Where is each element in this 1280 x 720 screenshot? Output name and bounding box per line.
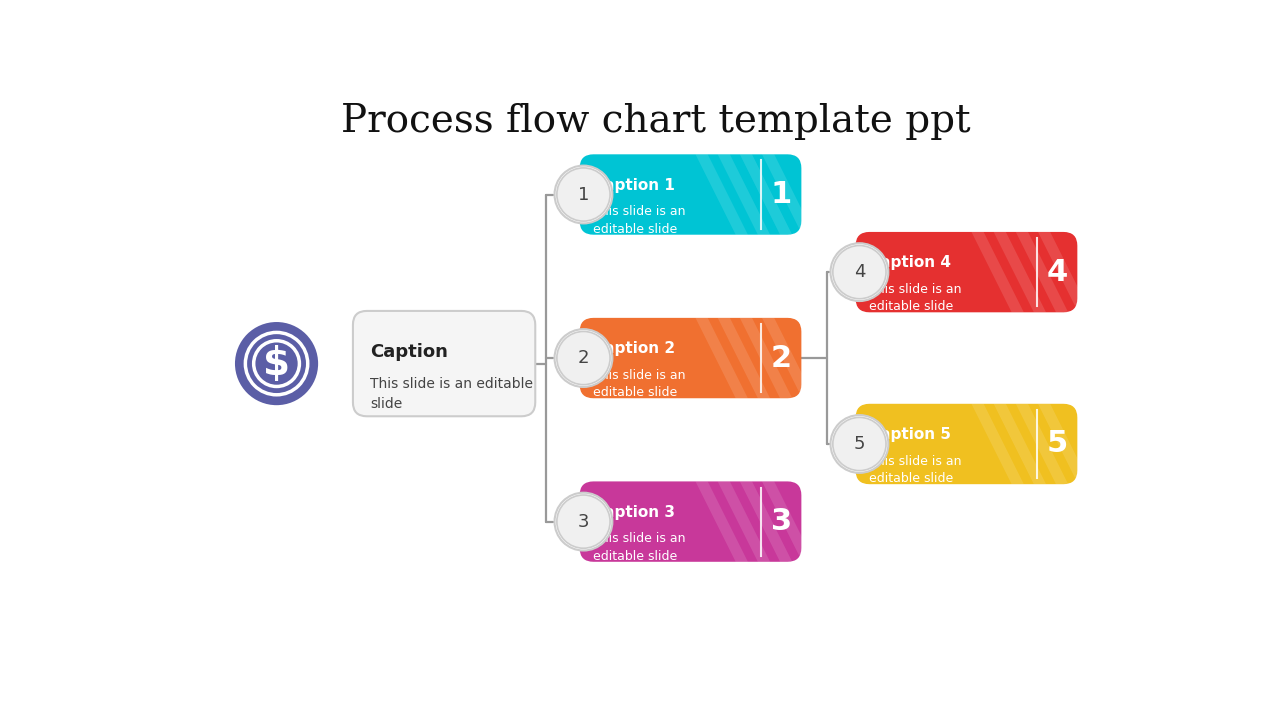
- Text: This slide is an editable
slide: This slide is an editable slide: [370, 377, 532, 411]
- Polygon shape: [695, 318, 748, 398]
- Text: 4: 4: [1047, 258, 1068, 287]
- Polygon shape: [1016, 232, 1069, 312]
- Text: 2: 2: [771, 343, 792, 372]
- Text: Caption 1: Caption 1: [594, 178, 676, 193]
- Circle shape: [557, 495, 611, 548]
- Circle shape: [236, 322, 319, 405]
- Polygon shape: [695, 154, 748, 235]
- Text: 5: 5: [854, 435, 865, 453]
- Polygon shape: [993, 232, 1046, 312]
- Text: This slide is an
editable slide: This slide is an editable slide: [594, 205, 686, 235]
- Polygon shape: [740, 154, 792, 235]
- Polygon shape: [718, 154, 771, 235]
- Circle shape: [554, 492, 612, 551]
- Polygon shape: [993, 404, 1046, 484]
- Text: 5: 5: [1047, 430, 1068, 459]
- Text: Process flow chart template ppt: Process flow chart template ppt: [342, 102, 970, 140]
- Circle shape: [831, 415, 888, 473]
- Polygon shape: [740, 318, 792, 398]
- Circle shape: [554, 329, 612, 387]
- Text: 4: 4: [854, 263, 865, 281]
- Polygon shape: [1038, 232, 1091, 312]
- Polygon shape: [740, 482, 792, 562]
- FancyBboxPatch shape: [580, 318, 801, 398]
- Polygon shape: [762, 154, 814, 235]
- Polygon shape: [762, 482, 814, 562]
- Text: Caption 2: Caption 2: [594, 341, 676, 356]
- Polygon shape: [695, 482, 748, 562]
- Circle shape: [557, 331, 611, 384]
- Polygon shape: [1016, 404, 1069, 484]
- Circle shape: [833, 246, 886, 299]
- FancyBboxPatch shape: [855, 232, 1078, 312]
- Polygon shape: [718, 318, 771, 398]
- Text: This slide is an
editable slide: This slide is an editable slide: [594, 532, 686, 563]
- FancyBboxPatch shape: [855, 404, 1078, 484]
- Text: 1: 1: [771, 180, 792, 209]
- Text: 1: 1: [577, 186, 589, 204]
- Text: Caption 3: Caption 3: [594, 505, 676, 520]
- Text: Caption 4: Caption 4: [869, 256, 951, 271]
- Text: This slide is an
editable slide: This slide is an editable slide: [869, 455, 963, 485]
- Circle shape: [833, 418, 886, 471]
- Circle shape: [831, 243, 888, 301]
- Polygon shape: [972, 232, 1024, 312]
- Polygon shape: [718, 482, 771, 562]
- Text: This slide is an
editable slide: This slide is an editable slide: [594, 369, 686, 400]
- Circle shape: [554, 166, 612, 223]
- Polygon shape: [972, 404, 1024, 484]
- Circle shape: [557, 168, 611, 221]
- Polygon shape: [762, 318, 814, 398]
- Text: Caption: Caption: [370, 343, 448, 361]
- Text: 3: 3: [771, 507, 792, 536]
- Text: This slide is an
editable slide: This slide is an editable slide: [869, 283, 963, 313]
- FancyBboxPatch shape: [580, 154, 801, 235]
- Text: $: $: [264, 345, 291, 382]
- FancyBboxPatch shape: [580, 482, 801, 562]
- Text: 2: 2: [577, 349, 589, 367]
- Text: 3: 3: [577, 513, 589, 531]
- FancyBboxPatch shape: [353, 311, 535, 416]
- Polygon shape: [1038, 404, 1091, 484]
- Text: Caption 5: Caption 5: [869, 427, 951, 442]
